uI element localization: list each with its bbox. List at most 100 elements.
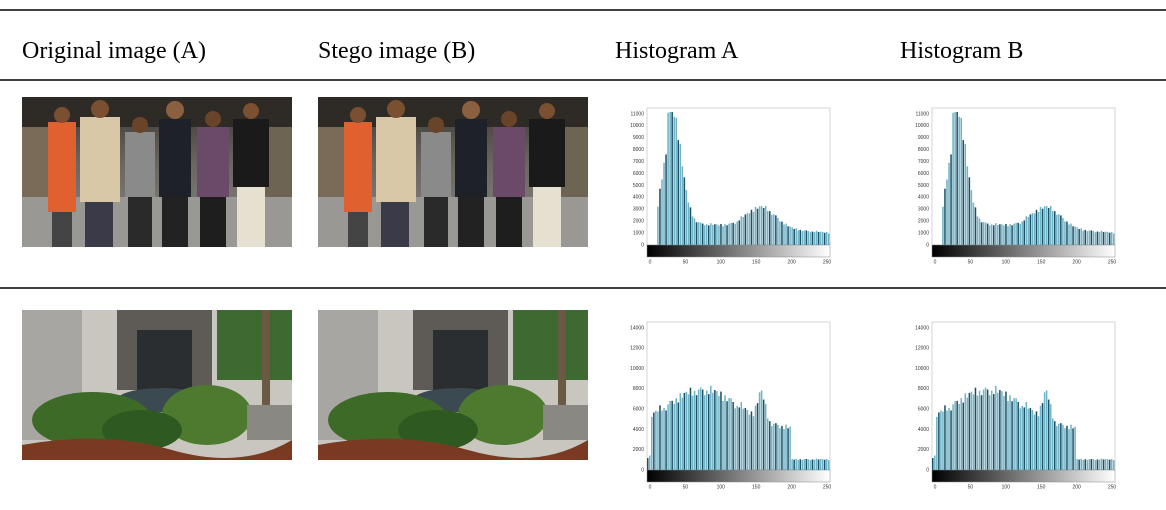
histogram-bar: [793, 460, 795, 470]
colorbar: [932, 470, 1115, 482]
x-tick-label: 150: [752, 484, 761, 490]
histogram-bar: [653, 412, 655, 470]
y-tick-label: 10000: [915, 366, 929, 372]
histogram-bar: [667, 404, 669, 470]
colorbar: [647, 470, 830, 482]
histogram-bar: [1089, 459, 1091, 470]
y-tick-label: 8000: [633, 386, 644, 392]
histogram-bar: [793, 229, 795, 245]
histogram-bar: [1024, 407, 1026, 470]
x-tick-label: 200: [1072, 259, 1081, 265]
histogram-bar: [747, 410, 749, 470]
histogram-bar: [1028, 409, 1030, 470]
histogram-bar: [1046, 390, 1048, 470]
histogram-bar: [732, 223, 734, 245]
histogram-bar: [667, 113, 669, 245]
histogram-bar: [757, 403, 759, 470]
histogram-bar: [983, 390, 985, 470]
x-tick-label: 0: [649, 259, 652, 265]
x-tick-label: 100: [717, 259, 726, 265]
histogram-bar: [1113, 234, 1115, 245]
histogram-bar: [657, 412, 659, 470]
histogram-bar: [688, 203, 690, 245]
y-tick-label: 6000: [633, 406, 644, 412]
histogram-bar: [802, 231, 804, 245]
histogram-bar: [777, 425, 779, 470]
histogram-bar: [963, 403, 965, 470]
histogram-bar: [1109, 233, 1111, 245]
histogram-bar: [1044, 392, 1046, 470]
histogram-bar: [787, 226, 789, 245]
histogram-bar: [822, 459, 824, 470]
histogram-bar: [965, 144, 967, 245]
histogram-bar: [749, 213, 751, 245]
histogram-bar: [702, 390, 704, 470]
header-cell: Original image (A): [22, 38, 206, 64]
histogram-bar: [1052, 418, 1054, 470]
histogram-bar: [761, 390, 763, 470]
histogram-bar: [965, 393, 967, 470]
histogram-bar: [952, 404, 954, 470]
x-tick-label: 50: [968, 484, 974, 490]
histogram-bar: [682, 398, 684, 470]
histogram-bar: [969, 177, 971, 245]
histogram-bar: [1005, 392, 1007, 470]
histogram-bar: [1072, 428, 1074, 470]
histogram-bar: [969, 393, 971, 470]
histogram-bar: [1076, 459, 1078, 470]
y-tick-label: 4000: [918, 195, 929, 201]
histogram-bar: [1003, 225, 1005, 245]
histogram-bar: [665, 154, 667, 245]
histogram-bar: [1007, 401, 1009, 470]
y-tick-label: 9000: [918, 135, 929, 141]
header-cell: Histogram A: [615, 38, 739, 64]
histogram-bar: [671, 401, 673, 470]
histogram-bar: [971, 392, 973, 470]
histogram-bar: [704, 225, 706, 245]
y-tick-label: 11000: [630, 111, 644, 117]
histogram-bar: [789, 226, 791, 245]
histogram-bar: [944, 189, 946, 245]
histogram-bar: [651, 417, 653, 470]
histogram-bar: [773, 214, 775, 245]
histogram-bar: [1105, 459, 1107, 470]
histogram-bar: [989, 225, 991, 245]
y-tick-label: 3000: [633, 207, 644, 213]
histogram-bar: [987, 390, 989, 470]
y-tick-label: 0: [926, 467, 929, 473]
histogram-bar: [1087, 460, 1089, 470]
histogram-bar: [1026, 216, 1028, 245]
histogram-bar: [946, 179, 948, 245]
histogram-bar: [808, 459, 810, 470]
histogram-bar: [741, 216, 743, 245]
histogram-bar: [950, 154, 952, 245]
original-image: [22, 97, 292, 247]
histogram-bar: [724, 395, 726, 470]
histogram-bar: [769, 421, 771, 470]
histogram-bar: [1093, 231, 1095, 245]
histogram-bar: [743, 217, 745, 245]
histogram-bar: [808, 231, 810, 245]
x-tick-label: 200: [1072, 484, 1081, 490]
histogram-bar: [997, 393, 999, 470]
histogram-bar: [1085, 459, 1087, 470]
y-tick-label: 9000: [633, 135, 644, 141]
y-tick-label: 6000: [918, 406, 929, 412]
histogram-bar: [997, 225, 999, 245]
x-tick-label: 250: [1108, 484, 1117, 490]
histogram-bar: [675, 398, 677, 470]
y-tick-label: 11000: [915, 111, 929, 117]
histogram-bar: [1070, 425, 1072, 470]
histogram-bar: [706, 224, 708, 245]
histogram-bar: [655, 411, 657, 470]
x-tick-label: 250: [823, 484, 832, 490]
histogram-bar: [714, 224, 716, 245]
colorbar: [932, 245, 1115, 257]
histogram-bar: [1056, 426, 1058, 470]
histogram-bar: [781, 222, 783, 245]
histogram-bar: [942, 412, 944, 470]
histogram-bar: [708, 225, 710, 245]
histogram-bar: [1103, 232, 1105, 245]
histogram-bar: [722, 401, 724, 470]
histogram-bar: [700, 222, 702, 245]
